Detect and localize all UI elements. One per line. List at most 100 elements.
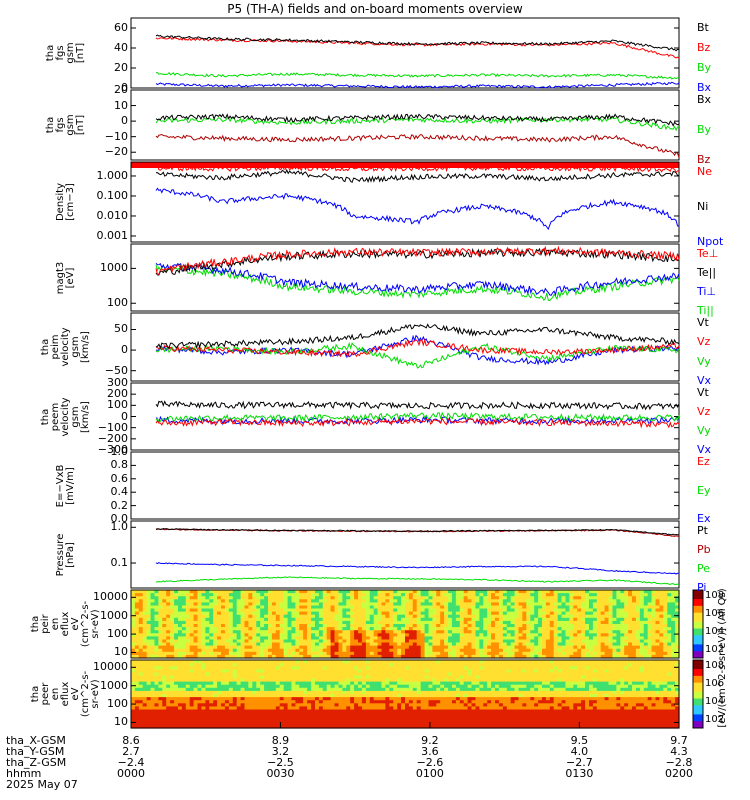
spectrogram-cell <box>248 620 253 625</box>
spectrogram-cell <box>197 608 202 613</box>
spectrogram-cell <box>162 700 167 704</box>
spectrogram-cell <box>283 700 289 704</box>
spectrogram-cell <box>589 590 594 594</box>
spectrogram-cell <box>291 706 296 711</box>
spectrogram-cell <box>326 605 332 610</box>
spectrogram-cell <box>346 590 351 594</box>
spectrogram-cell <box>166 675 171 680</box>
spectrogram-cell <box>322 660 328 664</box>
spectrogram-cell <box>338 654 343 659</box>
spectrogram-cell <box>350 611 355 616</box>
series-line-bfield_gsm-Bx <box>155 81 680 89</box>
panel-frame-pressure <box>130 520 680 589</box>
spectrogram-cell <box>604 605 610 610</box>
spectrogram-cell <box>647 645 653 650</box>
spectrogram-cell <box>561 611 567 616</box>
spectrogram-cell <box>142 593 148 597</box>
spectrogram-cell <box>361 639 367 644</box>
spectrogram-cell <box>381 633 386 637</box>
spectrogram-cell <box>322 633 328 637</box>
spectrogram-cell <box>181 687 187 692</box>
spectrogram-cell <box>420 630 426 634</box>
spectrogram-cell <box>244 654 249 659</box>
spectrogram-cell <box>158 700 163 704</box>
spectrogram-cell <box>326 703 332 707</box>
spectrogram-cell <box>326 614 332 619</box>
spectrogram-cell <box>170 666 175 670</box>
spectrogram-cell <box>557 642 563 647</box>
spectrogram-cell <box>170 654 175 659</box>
spectrogram-cell <box>236 681 242 686</box>
spectrogram-cell <box>420 645 426 650</box>
spectrogram-cell <box>518 654 523 659</box>
spectrogram-cell <box>240 672 246 677</box>
spectrogram-cell <box>639 639 645 644</box>
spectrogram-cell <box>205 624 210 628</box>
spectrogram-cell <box>299 678 304 683</box>
spectrogram-cell <box>275 666 281 670</box>
spectrogram-cell <box>299 590 304 594</box>
spectrogram-cell <box>213 645 218 650</box>
spectrogram-cell <box>373 648 379 653</box>
spectrogram-cell <box>381 709 386 714</box>
spectrogram-cell <box>452 642 457 647</box>
spectrogram-cell <box>401 636 406 641</box>
spectrogram-cell <box>596 611 602 616</box>
spectrogram-cell <box>334 605 339 610</box>
spectrogram-cell <box>549 630 555 634</box>
spectrogram-cell <box>596 639 602 644</box>
spectrogram-cell <box>158 712 163 717</box>
spectrogram-cell <box>397 614 402 619</box>
spectrogram-cell <box>209 663 214 667</box>
spectrogram-cell <box>193 718 199 723</box>
spectrogram-cell <box>279 624 285 628</box>
spectrogram-cell <box>424 627 430 631</box>
spectrogram-cell <box>209 590 214 594</box>
spectrogram-cell <box>346 666 351 670</box>
spectrogram-cell <box>506 608 512 613</box>
spectrogram-cell <box>291 700 296 704</box>
spectrogram-cell <box>577 627 582 631</box>
spectrogram-cell <box>224 648 230 653</box>
spectrogram-cell <box>534 648 539 653</box>
spectrogram-cell <box>361 663 367 667</box>
spectrogram-cell <box>514 614 520 619</box>
spectrogram-cell <box>248 706 253 711</box>
spectrogram-cell <box>373 599 379 603</box>
spectrogram-cell <box>268 648 273 653</box>
spectrogram-cell <box>557 624 563 628</box>
spectrogram-cell <box>667 596 672 600</box>
spectrogram-cell <box>510 633 516 637</box>
spectrogram-cell <box>408 590 414 594</box>
spectrogram-cell <box>142 703 148 707</box>
spectrogram-cell <box>318 694 324 698</box>
spectrogram-cell <box>514 593 520 597</box>
spectrogram-cell <box>303 602 308 607</box>
spectrogram-cell <box>213 690 218 695</box>
spectrogram-cell <box>248 669 253 673</box>
spectrogram-cell <box>534 624 539 628</box>
spectrogram-cell <box>397 645 402 650</box>
spectrogram-cell <box>565 633 570 637</box>
spectrogram-cell <box>495 617 500 622</box>
spectrogram-cell <box>506 624 512 628</box>
spectrogram-cell <box>174 709 179 714</box>
spectrogram-cell <box>498 611 504 616</box>
spectrogram-cell <box>350 620 355 625</box>
spectrogram-cell <box>369 681 375 686</box>
spectrogram-cell <box>201 590 206 594</box>
spectrogram-cell <box>655 599 660 603</box>
spectrogram-cell <box>444 605 449 610</box>
spectrogram-cell <box>420 715 426 720</box>
spectrogram-cell <box>334 654 339 659</box>
spectrogram-cell <box>342 666 347 670</box>
spectrogram-cell <box>420 718 426 723</box>
spectrogram-cell <box>134 593 140 597</box>
spectrogram-cell <box>338 636 343 641</box>
spectrogram-cell <box>620 614 625 619</box>
spectrogram-cell <box>271 706 277 711</box>
spectrogram-cell <box>138 633 144 637</box>
spectrogram-cell <box>181 617 187 622</box>
spectrogram-cell <box>510 611 516 616</box>
spectrogram-cell <box>326 690 332 695</box>
